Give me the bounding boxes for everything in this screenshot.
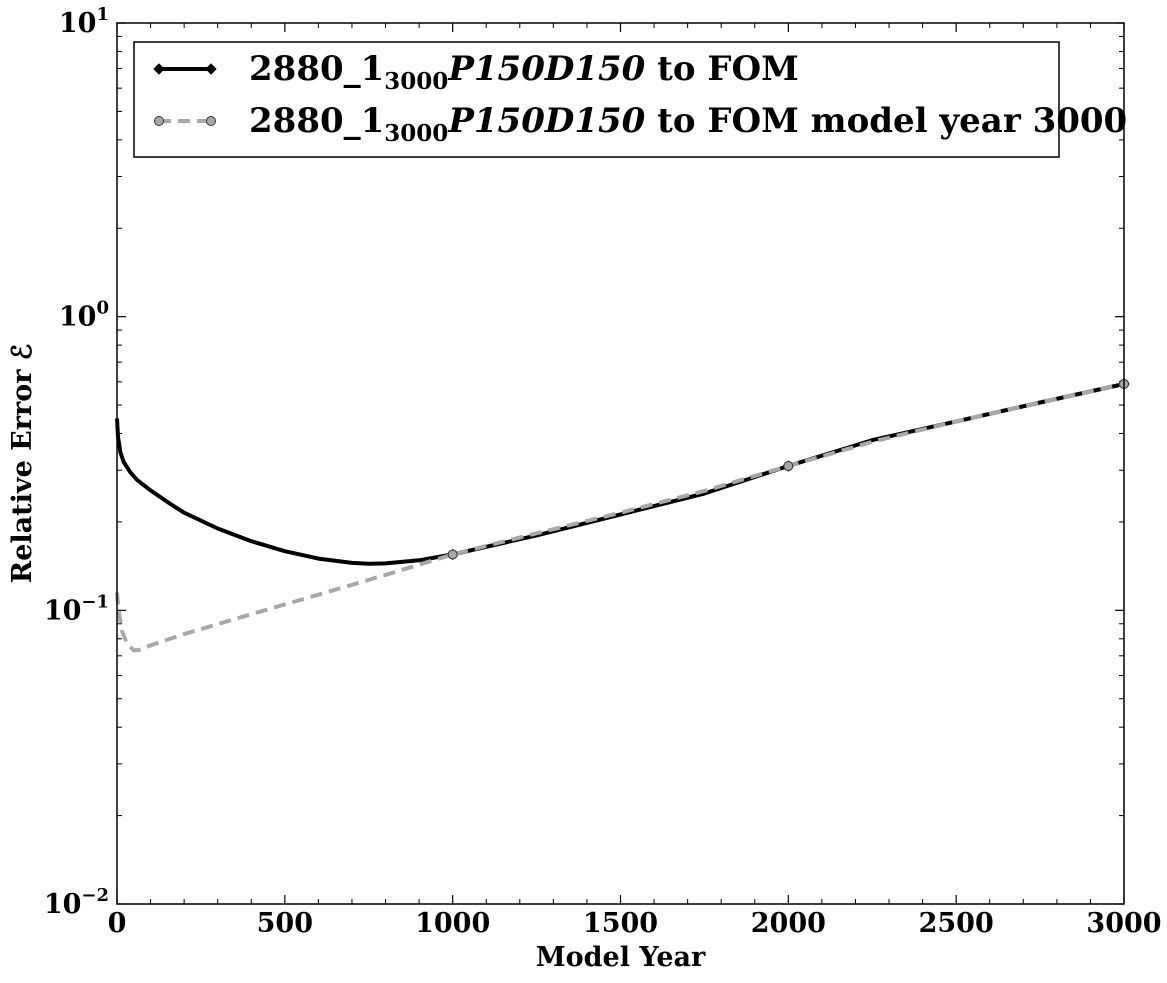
legend-marker-end-0	[205, 63, 217, 75]
legend-marker-start-1	[154, 116, 164, 126]
y-axis-label: Relative Error ℰ	[7, 344, 38, 583]
legend-box	[133, 41, 1060, 158]
x-tick-label: 1500	[583, 908, 658, 939]
x-tick-label: 2000	[751, 908, 826, 939]
legend-name-math: P150D150	[447, 101, 645, 141]
x-tick-label: 3000	[1086, 908, 1161, 939]
legend-name-math: P150D150	[447, 49, 645, 89]
series-line-0	[115, 382, 1125, 566]
series-layer	[115, 378, 1130, 653]
legend-name-subscript: 3000	[384, 68, 448, 95]
x-tick-label: 2500	[919, 908, 994, 939]
y-tick-base: 10	[59, 302, 97, 333]
legend-label-0: 2880_13000P150D150 to FOM	[249, 49, 799, 95]
legend-name-subscript: 3000	[384, 120, 448, 147]
y-tick-exponent: 1	[96, 4, 109, 25]
series-1-marker	[447, 549, 458, 560]
y-tick-label: 10−2	[44, 885, 109, 920]
legend-name-tail: to FOM model year 3000	[645, 101, 1127, 141]
y-tick-exponent: −1	[81, 591, 109, 612]
y-tick-label: 10−1	[44, 591, 109, 626]
y-tick-exponent: 0	[96, 298, 109, 319]
series-line-1	[115, 382, 1125, 653]
legend-marker-end-1	[206, 116, 216, 126]
y-tick-base: 10	[44, 889, 82, 920]
legend: 2880_13000P150D150 to FOM2880_13000P150D…	[133, 41, 1127, 158]
y-tick-label: 100	[59, 298, 109, 333]
x-axis-label: Model Year	[536, 942, 706, 973]
legend-label-1: 2880_13000P150D150 to FOM model year 300…	[249, 101, 1127, 147]
y-tick-label: 101	[59, 4, 109, 39]
series-1-marker	[783, 461, 794, 472]
legend-name-tail: to FOM	[645, 49, 798, 89]
x-tick-label: 0	[108, 908, 127, 939]
x-tick-label: 1000	[415, 908, 490, 939]
legend-name: 2880_1	[249, 101, 384, 141]
series-0	[115, 378, 1130, 566]
plot-frame	[116, 22, 1125, 905]
y-tick-base: 10	[44, 595, 82, 626]
y-tick-exponent: −2	[81, 885, 109, 906]
legend-name: 2880_1	[249, 49, 384, 89]
legend-marker-start-0	[153, 63, 165, 75]
x-tick-label: 500	[257, 908, 313, 939]
y-tick-base: 10	[59, 8, 97, 39]
series-1	[115, 378, 1129, 653]
